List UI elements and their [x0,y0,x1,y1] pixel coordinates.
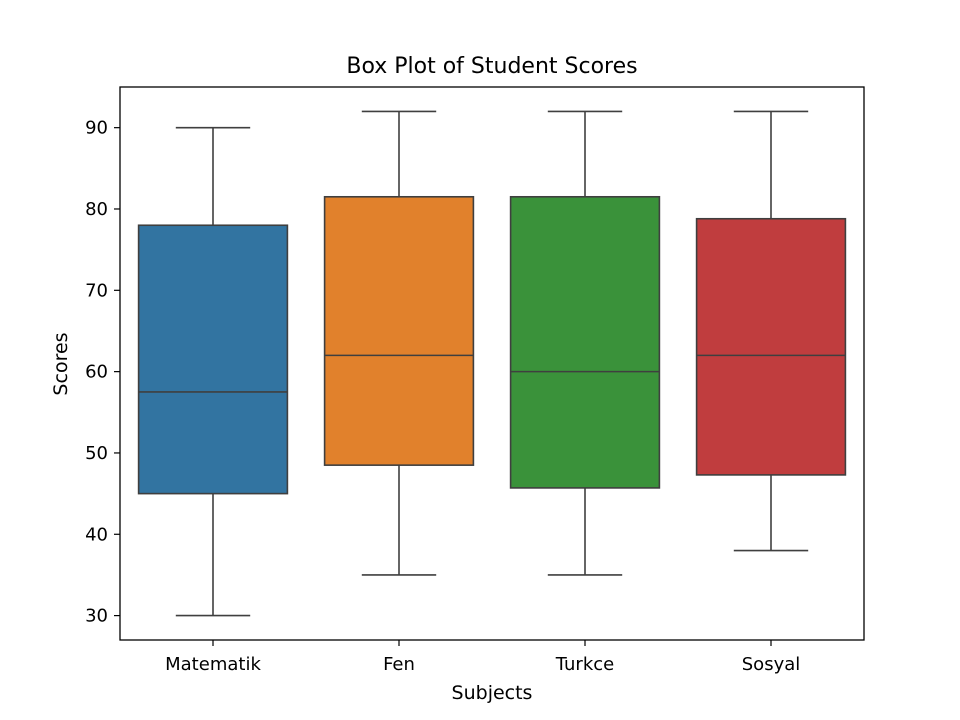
x-tick-label: Sosyal [742,654,801,675]
box-iqr [323,195,475,466]
box-sosyal [695,110,847,552]
box-iqr [695,217,847,476]
y-axis: 30 40 50 60 70 80 90 [85,118,120,627]
box-iqr [137,224,289,495]
plot-area [137,110,847,617]
x-tick-label: Turkce [555,654,614,675]
y-tick-label: 50 [85,443,108,464]
box-turkce [509,110,661,576]
box-fen [323,110,475,576]
y-tick-label: 70 [85,280,108,301]
x-tick-label: Matematik [165,654,261,675]
x-axis: Matematik Fen Turkce Sosyal [165,640,800,675]
y-tick-label: 60 [85,362,108,383]
plot-frame [119,86,865,641]
x-axis-label: Subjects [452,682,533,704]
y-tick-label: 80 [85,199,108,220]
x-tick-label: Fen [383,654,415,675]
y-tick-label: 30 [85,606,108,627]
chart-title: Box Plot of Student Scores [346,54,637,79]
box-iqr [509,195,661,489]
y-tick-label: 90 [85,118,108,139]
y-tick-label: 40 [85,524,108,545]
box-matematik [137,126,289,617]
y-axis-label: Scores [50,332,72,395]
